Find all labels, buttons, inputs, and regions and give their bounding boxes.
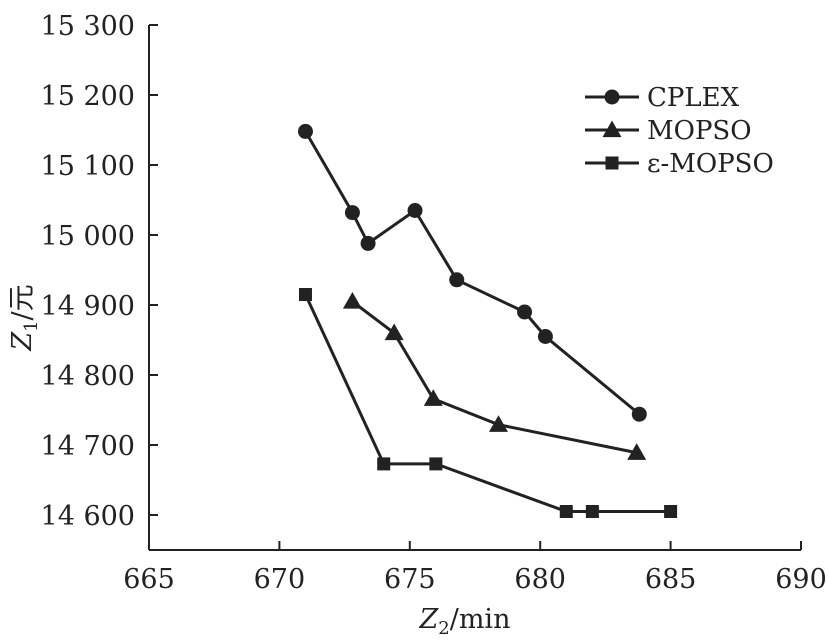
y-tick-label: 14 700 bbox=[41, 431, 135, 462]
x-axis-title-subscript: 2 bbox=[438, 618, 449, 639]
x-axis-title: Z2/min bbox=[419, 604, 511, 639]
legend-marker-triangle bbox=[602, 120, 622, 138]
data-point-square bbox=[559, 505, 573, 518]
data-point-square bbox=[664, 505, 678, 518]
data-point-circle bbox=[631, 406, 647, 422]
series-line-square bbox=[304, 293, 671, 513]
data-point-square bbox=[298, 288, 312, 301]
y-axis-title: Z1/元 bbox=[7, 284, 42, 351]
legend-item: ε-MOPSO bbox=[585, 149, 774, 179]
x-tick-label: 685 bbox=[645, 564, 697, 595]
data-point-circle bbox=[344, 205, 360, 221]
legend-marker-circle bbox=[604, 89, 620, 105]
data-point-triangle bbox=[342, 292, 362, 309]
legend-item: CPLEX bbox=[585, 83, 740, 113]
y-tick-label: 15 100 bbox=[41, 151, 135, 182]
x-axis-title-unit: /min bbox=[450, 604, 511, 635]
legend-item: MOPSO bbox=[585, 116, 752, 146]
series-square bbox=[298, 288, 678, 518]
series-circle bbox=[297, 123, 647, 422]
data-point-triangle bbox=[627, 443, 647, 460]
y-tick-label: 14 900 bbox=[41, 291, 135, 322]
y-axis-title-unit: /元 bbox=[7, 284, 38, 320]
legend-label: MOPSO bbox=[647, 116, 752, 146]
series-layer bbox=[297, 123, 678, 518]
legend-label: ε-MOPSO bbox=[647, 149, 774, 179]
y-tick-label: 14 600 bbox=[41, 501, 135, 532]
data-point-triangle bbox=[384, 323, 404, 341]
data-point-circle bbox=[537, 329, 553, 344]
data-point-triangle bbox=[423, 389, 443, 406]
y-axis-title-subscript: 1 bbox=[21, 320, 42, 331]
data-point-triangle bbox=[488, 415, 508, 432]
y-tick-label: 14 800 bbox=[41, 361, 135, 392]
x-tick-label: 665 bbox=[123, 564, 175, 595]
x-tick-label: 670 bbox=[254, 564, 306, 595]
y-axis-title-main: Z bbox=[7, 331, 38, 352]
axes-layer bbox=[148, 25, 801, 551]
y-tick-label: 15 200 bbox=[41, 81, 135, 112]
data-point-circle bbox=[297, 123, 313, 139]
y-tick-label: 15 000 bbox=[41, 221, 135, 252]
data-point-square bbox=[429, 457, 443, 471]
ticks-layer: 665 670 675 680 685 690 14 600 14 700 14 800 14 9… bbox=[41, 11, 827, 595]
series-triangle bbox=[342, 292, 647, 460]
x-tick-label: 680 bbox=[514, 564, 566, 595]
y-tick-label: 15 300 bbox=[41, 11, 135, 42]
data-point-square bbox=[377, 457, 391, 471]
data-point-circle bbox=[407, 203, 423, 218]
legend-marker-square bbox=[605, 156, 619, 170]
series-line-circle bbox=[304, 130, 641, 416]
x-axis-title-main: Z bbox=[419, 604, 440, 635]
x-tick-label: 675 bbox=[384, 564, 436, 595]
data-point-circle bbox=[449, 272, 465, 288]
data-point-circle bbox=[517, 304, 533, 320]
legend-label: CPLEX bbox=[647, 83, 740, 113]
data-point-square bbox=[585, 505, 599, 518]
data-point-circle bbox=[360, 235, 376, 251]
x-tick-label: 690 bbox=[775, 564, 827, 595]
